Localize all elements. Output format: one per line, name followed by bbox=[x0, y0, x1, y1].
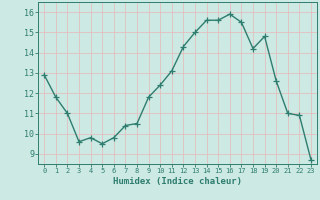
X-axis label: Humidex (Indice chaleur): Humidex (Indice chaleur) bbox=[113, 177, 242, 186]
